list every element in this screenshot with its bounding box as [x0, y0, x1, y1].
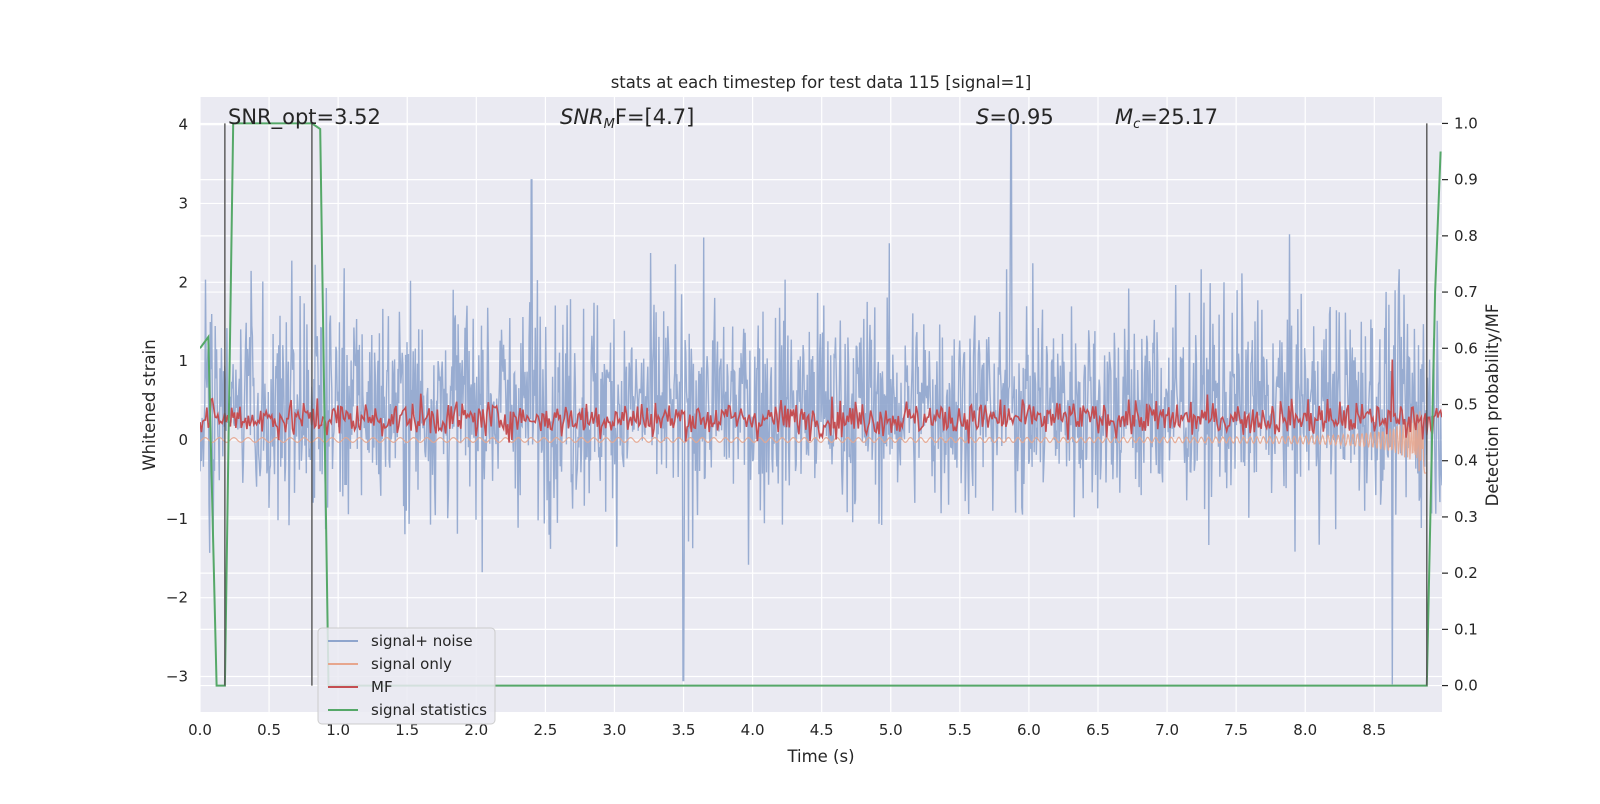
y-right-tick-label: 0.3 — [1454, 508, 1478, 526]
y-right-tick-label: 0.4 — [1454, 452, 1478, 470]
x-tick-label: 5.5 — [948, 721, 972, 739]
legend-label-signal-only: signal only — [371, 655, 452, 673]
y-left-tick-label: 2 — [178, 273, 188, 291]
data-layer — [200, 122, 1442, 687]
y-right-tick-label: 0.2 — [1454, 564, 1478, 582]
legend: signal+ noise signal only MF signal stat… — [317, 627, 496, 725]
y-left-tick-label: 1 — [178, 352, 188, 370]
x-tick-label: 8.5 — [1362, 721, 1386, 739]
chart-title: stats at each timestep for test data 115… — [611, 73, 1032, 92]
vertical-markers — [224, 123, 1428, 686]
x-tick-label: 4.0 — [741, 721, 765, 739]
x-tick-label: 2.5 — [533, 721, 557, 739]
y-left-tick-label: −2 — [166, 589, 188, 607]
x-tick-label: 1.0 — [326, 721, 350, 739]
legend-box — [317, 627, 496, 725]
legend-label-mf: MF — [371, 678, 393, 696]
y-left-tick-label: −1 — [166, 510, 188, 528]
y-right-tick-label: 0.1 — [1454, 620, 1478, 638]
x-tick-label: 3.5 — [672, 721, 696, 739]
legend-label-signal-noise: signal+ noise — [371, 632, 473, 650]
annotation-s: S=0.95 — [976, 105, 1054, 129]
y-axis-label-right: Detection probability/MF — [1483, 304, 1502, 507]
annotations: SNR_opt=3.52 SNRMF=[4.7] S=0.95 Mc=25.17 — [228, 105, 1218, 132]
x-axis-label: Time (s) — [786, 747, 854, 766]
y-left-tick-label: 4 — [178, 116, 188, 134]
x-tick-label: 1.5 — [395, 721, 419, 739]
x-tick-label: 5.0 — [879, 721, 903, 739]
series-signal-only — [200, 411, 1427, 474]
x-tick-label: 2.0 — [464, 721, 488, 739]
y-right-tick-label: 0.8 — [1454, 227, 1478, 245]
y-right-tick-label: 1.0 — [1454, 114, 1478, 132]
y-left-tick-label: 3 — [178, 194, 188, 212]
series-signal-statistics — [200, 122, 1442, 687]
annotation-mc: Mc=25.17 — [1115, 105, 1218, 132]
x-tick-label: 8.0 — [1293, 721, 1317, 739]
x-tick-label: 0.5 — [257, 721, 281, 739]
y-right-tick-label: 0.6 — [1454, 339, 1478, 357]
y-right-tick-label: 0.0 — [1454, 677, 1478, 695]
x-tick-label: 3.0 — [603, 721, 627, 739]
y-right-tick-label: 0.5 — [1454, 396, 1478, 414]
annotation-snr-mf: SNRMF=[4.7] — [560, 105, 694, 132]
y-axis-label-left: Whitened strain — [140, 339, 159, 470]
axes: 0.0 0.5 1.0 1.5 2.0 2.5 3.0 3.5 4.0 4.5 5.0 5.5 6.0 6… — [166, 114, 1478, 739]
y-left-tick-label: −3 — [166, 668, 188, 686]
y-left-tick-label: 0 — [178, 431, 188, 449]
y-right-tick-label: 0.7 — [1454, 283, 1478, 301]
x-tick-label: 0.0 — [188, 721, 212, 739]
x-tick-label: 4.5 — [810, 721, 834, 739]
x-tick-label: 7.0 — [1155, 721, 1179, 739]
series-mf — [200, 359, 1442, 444]
series-signal-noise — [200, 123, 1442, 685]
legend-label-signal-statistics: signal statistics — [371, 701, 487, 719]
y-right-tick-label: 0.9 — [1454, 171, 1478, 189]
x-tick-label: 6.0 — [1017, 721, 1041, 739]
x-tick-label: 7.5 — [1224, 721, 1248, 739]
annotation-snr-opt: SNR_opt=3.52 — [228, 105, 381, 130]
x-tick-label: 6.5 — [1086, 721, 1110, 739]
